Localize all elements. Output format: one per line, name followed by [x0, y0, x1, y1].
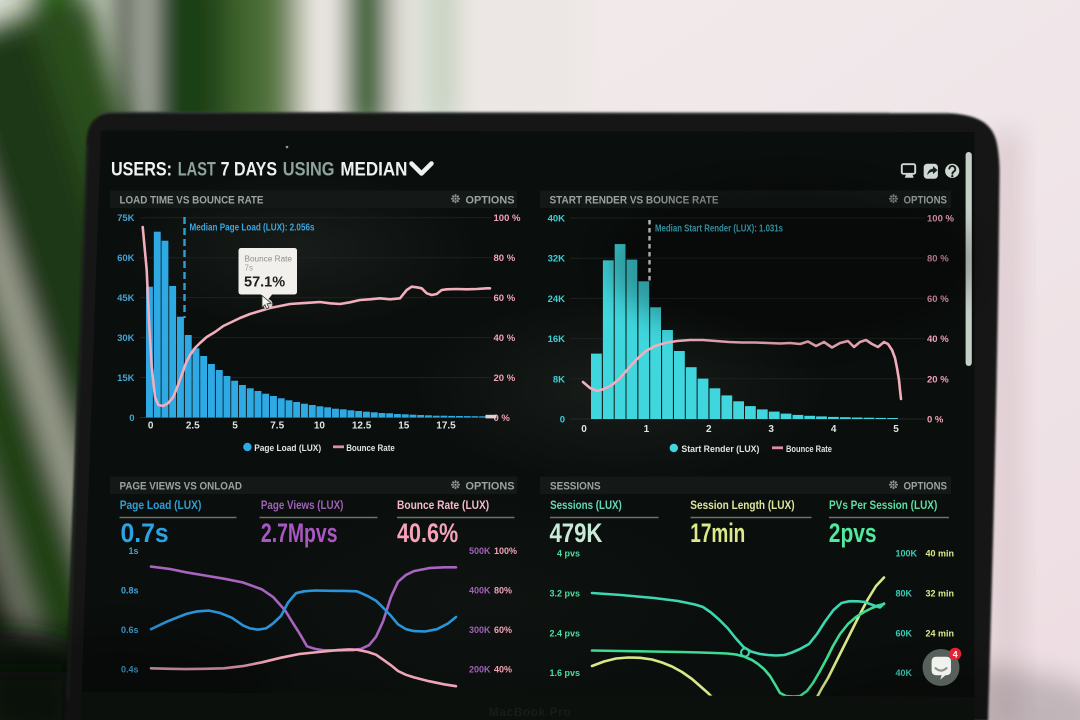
svg-text:20 %: 20 %: [494, 373, 516, 384]
svg-text:7 DAYS: 7 DAYS: [221, 159, 278, 181]
svg-text:40 %: 40 %: [927, 334, 949, 345]
svg-text:MEDIAN: MEDIAN: [340, 159, 407, 181]
svg-text:500K: 500K: [469, 546, 491, 556]
svg-text:SESSIONS: SESSIONS: [550, 481, 601, 493]
svg-text:100K: 100K: [896, 549, 918, 559]
svg-text:20 %: 20 %: [927, 374, 949, 385]
svg-text:45K: 45K: [117, 293, 135, 304]
svg-text:80%: 80%: [494, 586, 512, 596]
svg-text:60 %: 60 %: [494, 293, 516, 304]
svg-text:Bounce Rate: Bounce Rate: [786, 444, 832, 455]
svg-text:57.1%: 57.1%: [244, 275, 285, 291]
svg-text:5: 5: [232, 421, 238, 432]
svg-text:15: 15: [398, 421, 410, 432]
svg-text:Sessions (LUX): Sessions (LUX): [550, 500, 622, 512]
svg-text:0: 0: [581, 424, 587, 435]
svg-text:MacBook Pro: MacBook Pro: [489, 705, 571, 719]
svg-text:2.7Mpvs: 2.7Mpvs: [261, 518, 338, 548]
svg-text:2.5: 2.5: [186, 421, 200, 432]
svg-text:7.5: 7.5: [270, 421, 284, 432]
svg-text:40.6%: 40.6%: [397, 518, 458, 548]
svg-text:4: 4: [953, 649, 958, 659]
svg-text:400K: 400K: [469, 586, 491, 596]
svg-text:1: 1: [644, 424, 650, 435]
svg-text:17min: 17min: [690, 518, 745, 548]
svg-text:LAST: LAST: [178, 159, 216, 181]
svg-text:479K: 479K: [550, 518, 603, 548]
svg-text:16K: 16K: [548, 334, 566, 345]
svg-text:2.4 pvs: 2.4 pvs: [549, 628, 580, 638]
svg-text:0: 0: [148, 421, 154, 432]
svg-text:2: 2: [706, 424, 712, 435]
svg-text:7s: 7s: [245, 264, 253, 273]
svg-text:0.8s: 0.8s: [121, 586, 139, 596]
svg-text:PAGE VIEWS VS ONLOAD: PAGE VIEWS VS ONLOAD: [120, 481, 243, 493]
svg-text:40K: 40K: [548, 214, 566, 225]
svg-text:40%: 40%: [494, 665, 512, 675]
svg-text:Bounce Rate (LUX): Bounce Rate (LUX): [397, 500, 489, 512]
svg-text:PVs Per Session (LUX): PVs Per Session (LUX): [829, 500, 937, 512]
svg-text:OPTIONS: OPTIONS: [466, 195, 515, 207]
svg-text:40 %: 40 %: [494, 333, 516, 344]
svg-text:32K: 32K: [548, 254, 566, 265]
svg-text:100 %: 100 %: [494, 213, 521, 224]
svg-text:Page Views (LUX): Page Views (LUX): [261, 500, 344, 512]
svg-text:Median Page Load (LUX): 2.056s: Median Page Load (LUX): 2.056s: [190, 223, 315, 234]
svg-text:4 pvs: 4 pvs: [557, 549, 580, 559]
svg-text:Bounce Rate: Bounce Rate: [346, 443, 395, 454]
svg-text:2pvs: 2pvs: [829, 518, 877, 548]
svg-text:12.5: 12.5: [352, 421, 372, 432]
svg-text:75K: 75K: [117, 213, 135, 224]
svg-text:0: 0: [560, 415, 565, 426]
svg-text:30K: 30K: [117, 333, 135, 344]
svg-text:0 %: 0 %: [927, 415, 944, 426]
svg-text:0: 0: [129, 413, 134, 424]
svg-text:0.7s: 0.7s: [121, 518, 169, 548]
svg-text:LOAD TIME VS BOUNCE RATE: LOAD TIME VS BOUNCE RATE: [120, 195, 264, 207]
svg-text:100%: 100%: [494, 546, 517, 556]
svg-text:1.6 pvs: 1.6 pvs: [549, 668, 580, 678]
svg-text:USERS:: USERS:: [111, 159, 172, 181]
svg-text:80 %: 80 %: [494, 253, 516, 264]
svg-text:Page Load (LUX): Page Load (LUX): [120, 500, 202, 512]
svg-text:OPTIONS: OPTIONS: [466, 481, 515, 493]
svg-text:80K: 80K: [896, 589, 913, 599]
svg-text:5: 5: [893, 424, 899, 435]
svg-text:8K: 8K: [553, 374, 565, 385]
svg-text:Page Load (LUX): Page Load (LUX): [254, 443, 321, 454]
svg-text:Bounce Rate: Bounce Rate: [245, 254, 293, 264]
svg-text:0 %: 0 %: [494, 413, 511, 424]
svg-text:USING: USING: [283, 159, 335, 181]
svg-text:40 min: 40 min: [926, 549, 955, 559]
svg-text:300K: 300K: [469, 625, 491, 635]
svg-text:200K: 200K: [469, 665, 491, 675]
svg-text:24 min: 24 min: [926, 628, 955, 638]
svg-text:10: 10: [314, 421, 326, 432]
svg-text:60%: 60%: [494, 625, 512, 635]
svg-text:17.5: 17.5: [436, 421, 456, 432]
svg-text:4: 4: [831, 424, 837, 435]
svg-text:60K: 60K: [117, 253, 135, 264]
svg-text:OPTIONS: OPTIONS: [904, 481, 948, 493]
svg-text:Session Length (LUX): Session Length (LUX): [690, 500, 794, 512]
svg-text:3.2 pvs: 3.2 pvs: [549, 589, 580, 599]
svg-text:1s: 1s: [128, 546, 138, 556]
svg-text:60K: 60K: [896, 628, 913, 638]
svg-text:3: 3: [768, 424, 774, 435]
svg-text:24K: 24K: [548, 294, 566, 305]
svg-text:32 min: 32 min: [926, 589, 955, 599]
svg-text:Start Render (LUX): Start Render (LUX): [681, 444, 759, 455]
svg-text:15K: 15K: [117, 373, 135, 384]
